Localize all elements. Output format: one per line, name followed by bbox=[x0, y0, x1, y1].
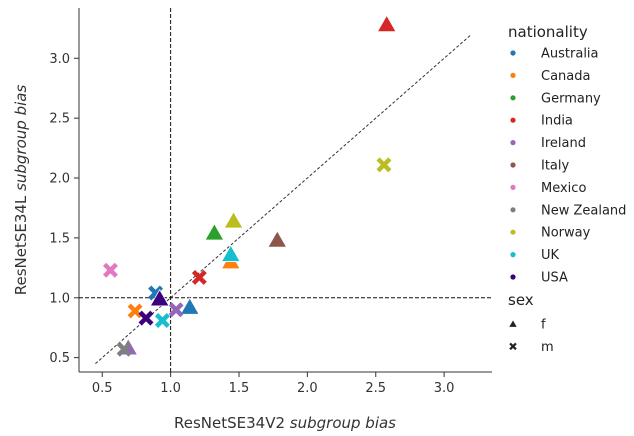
point-ireland-m bbox=[168, 302, 184, 318]
legend-style-title: sex bbox=[508, 291, 534, 309]
x-axis-title: ResNetSE34V2 subgroup bias bbox=[174, 414, 396, 432]
legend-marker-m bbox=[509, 342, 517, 351]
point-uk-m bbox=[154, 313, 170, 328]
y-tick-label: 1.0 bbox=[49, 291, 70, 306]
point-india-f bbox=[376, 14, 397, 33]
legend-hue-entries: Australia Canada Germany India Ireland Italy M… bbox=[510, 47, 626, 286]
x-marker-stroke bbox=[376, 157, 392, 173]
legend-hue-title: nationality bbox=[508, 23, 588, 41]
x-axis-title-plain: ResNetSE34V2 bbox=[174, 414, 285, 432]
point-mexico-m bbox=[102, 262, 118, 278]
legend-label-uk: UK bbox=[541, 248, 560, 263]
legend-style-entries: fm bbox=[507, 318, 554, 355]
x-tick-label: 2.0 bbox=[297, 381, 318, 396]
legend-swatch-norway bbox=[510, 229, 516, 235]
x-marker-stroke bbox=[509, 342, 517, 351]
legend-label-new-zealand: New Zealand bbox=[541, 203, 626, 218]
legend-swatch-new-zealand bbox=[510, 207, 516, 213]
reference-lines bbox=[79, 8, 492, 372]
legend-swatch-canada bbox=[510, 72, 516, 78]
y-tick-label: 0.5 bbox=[49, 351, 70, 366]
legend-swatch-germany bbox=[510, 95, 516, 101]
x-marker-stroke bbox=[154, 313, 170, 328]
x-tick-label: 1.5 bbox=[229, 381, 250, 396]
legend-label-ireland: Ireland bbox=[541, 136, 586, 151]
x-marker-stroke bbox=[191, 269, 207, 285]
legend-swatch-mexico bbox=[510, 184, 516, 190]
y-tick-label: 2.5 bbox=[49, 112, 70, 127]
legend-label-germany: Germany bbox=[541, 91, 601, 106]
legend-swatch-india bbox=[510, 117, 516, 123]
x-marker-stroke bbox=[127, 303, 143, 319]
x-tick-label: 0.5 bbox=[92, 381, 113, 396]
axes bbox=[78, 8, 492, 373]
point-italy-f bbox=[267, 230, 288, 248]
x-tick-label: 1.0 bbox=[160, 381, 181, 396]
legend-label-canada: Canada bbox=[541, 69, 590, 84]
point-usa-m bbox=[138, 310, 154, 326]
legend-label-india: India bbox=[541, 114, 573, 129]
legend: nationality Australia Canada Germany India I… bbox=[507, 23, 626, 355]
legend-label-usa: USA bbox=[541, 271, 568, 286]
legend-label-mexico: Mexico bbox=[541, 181, 586, 196]
legend-swatch-italy bbox=[510, 162, 516, 168]
legend-label-sex-f: f bbox=[541, 318, 546, 333]
x-axis-title-italic: subgroup bias bbox=[290, 414, 396, 432]
diagonal-reference-line bbox=[95, 33, 472, 364]
y-axis-title: ResNetSE34L subgroup bias bbox=[12, 85, 30, 296]
point-norway-f bbox=[223, 211, 244, 229]
x-marker-stroke bbox=[168, 302, 184, 318]
x-marker-stroke bbox=[148, 285, 164, 301]
point-australia-f bbox=[179, 297, 200, 315]
legend-swatch-australia bbox=[510, 50, 516, 56]
point-uk-f bbox=[220, 244, 241, 262]
y-ticks: 0.5 1.0 1.5 2.0 2.5 3.0 bbox=[49, 52, 79, 366]
legend-label-sex-m: m bbox=[541, 340, 554, 355]
legend-label-norway: Norway bbox=[541, 226, 591, 241]
legend-swatch-uk bbox=[510, 252, 516, 258]
legend-swatch-ireland bbox=[510, 140, 516, 146]
legend-marker-f bbox=[507, 318, 519, 328]
y-tick-label: 2.0 bbox=[49, 172, 70, 187]
point-new-zealand-m bbox=[116, 341, 132, 357]
point-india-m bbox=[191, 269, 207, 285]
point-germany-f bbox=[204, 223, 225, 241]
legend-label-italy: Italy bbox=[541, 159, 570, 174]
point-canada-m bbox=[127, 303, 143, 319]
x-tick-label: 2.5 bbox=[365, 381, 386, 396]
y-tick-label: 1.5 bbox=[49, 231, 70, 246]
x-marker-stroke bbox=[102, 262, 118, 278]
data-points bbox=[102, 14, 397, 357]
y-axis-title-italic: subgroup bias bbox=[12, 85, 30, 191]
x-ticks: 0.5 1.0 1.5 2.0 2.5 3.0 bbox=[92, 372, 455, 396]
legend-swatch-usa bbox=[510, 274, 516, 280]
x-marker-stroke bbox=[116, 341, 132, 357]
point-usa-f bbox=[149, 288, 170, 307]
x-tick-label: 3.0 bbox=[434, 381, 455, 396]
y-axis-title-plain: ResNetSE34L bbox=[12, 195, 30, 295]
legend-label-australia: Australia bbox=[541, 47, 599, 62]
point-norway-m bbox=[376, 157, 392, 173]
y-tick-label: 3.0 bbox=[49, 52, 70, 67]
x-marker-stroke bbox=[138, 310, 154, 326]
